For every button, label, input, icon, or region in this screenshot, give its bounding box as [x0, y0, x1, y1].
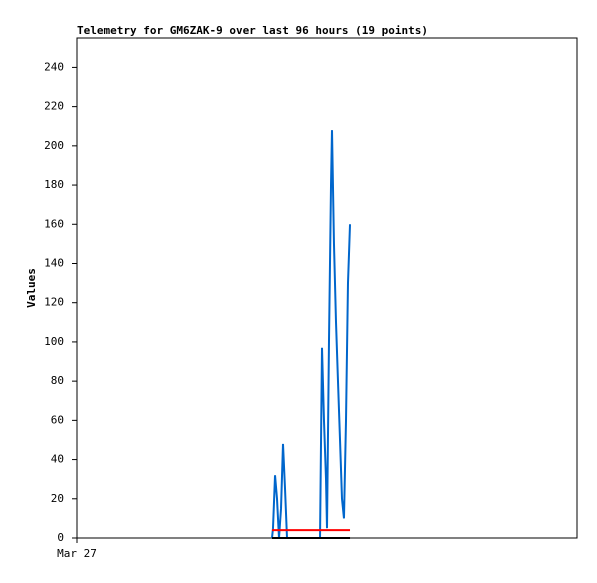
series-line	[271, 130, 352, 539]
y-tick-label: 80	[51, 374, 64, 387]
y-tick-label: 60	[51, 413, 64, 426]
y-tick-label: 140	[44, 256, 64, 269]
y-tick-label: 200	[44, 139, 64, 152]
y-tick-label: 100	[44, 335, 64, 348]
y-tick-label: 40	[51, 453, 64, 466]
y-tick-label: 180	[44, 178, 64, 191]
y-tick-label: 20	[51, 492, 64, 505]
y-tick-label: 0	[57, 531, 64, 544]
y-tick-label: 220	[44, 100, 64, 113]
y-tick-label: 120	[44, 296, 64, 309]
x-tick-label: Mar 27	[57, 547, 97, 560]
y-tick-label: 160	[44, 217, 64, 230]
chart-title: Telemetry for GM6ZAK-9 over last 96 hour…	[77, 24, 428, 37]
y-axis-label: Values	[25, 268, 38, 308]
y-tick-label: 240	[44, 60, 64, 73]
